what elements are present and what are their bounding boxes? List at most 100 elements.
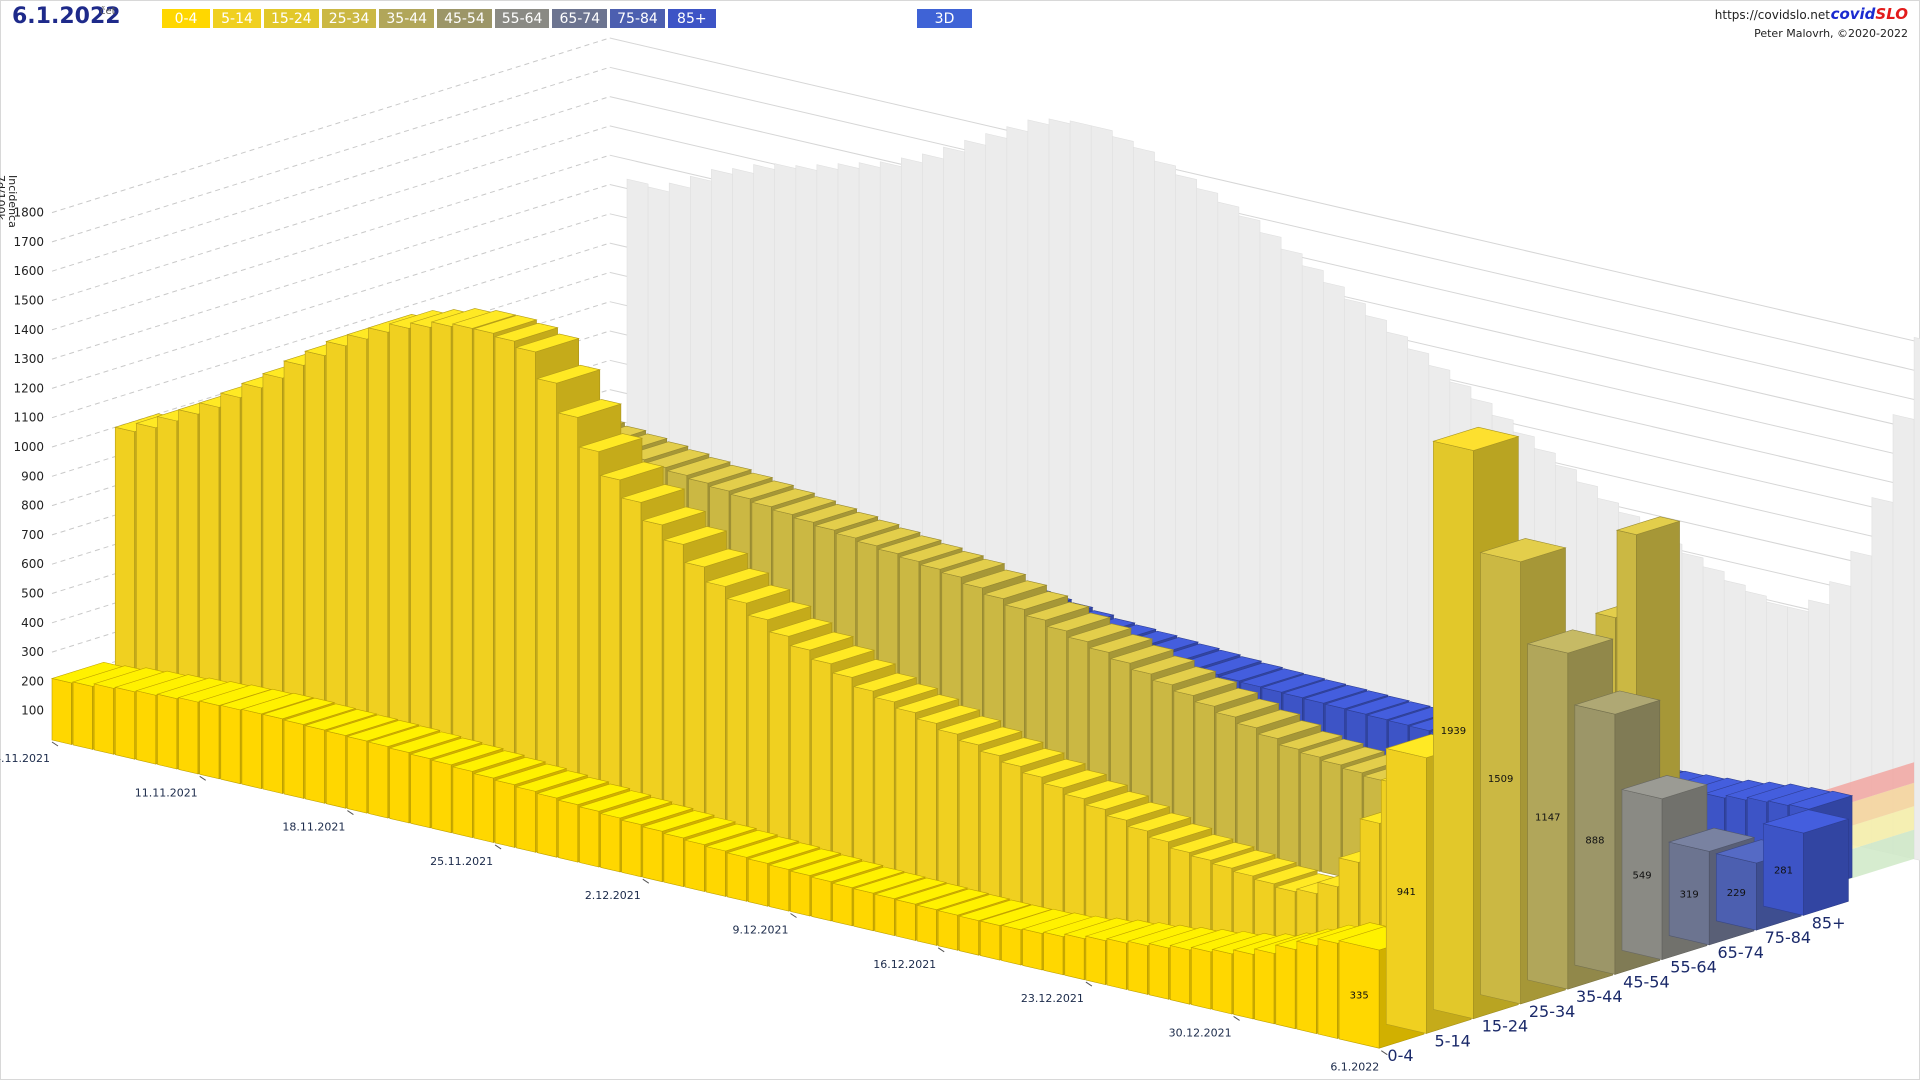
bar-top xyxy=(683,823,758,845)
bar-top xyxy=(1366,701,1432,720)
legend-item-35-44[interactable]: 35-44 xyxy=(379,9,435,28)
bar-top xyxy=(325,714,399,736)
bar-top xyxy=(1109,644,1175,664)
bar-front xyxy=(1043,931,1064,976)
legend-item-25-34[interactable]: 25-34 xyxy=(321,9,377,28)
latest-values-row: 335 0-4 941 5-14 1939 15-24 1509 25-34 1147 35-44… xyxy=(1337,426,1850,1065)
age-axis-label: 25-34 xyxy=(1529,1002,1576,1021)
series-0-4 xyxy=(50,661,1391,1039)
x-tick xyxy=(51,741,59,747)
background-bar xyxy=(1133,146,1155,683)
bar-top xyxy=(919,550,985,570)
bar-top xyxy=(1063,780,1129,800)
report-day: čet xyxy=(100,6,116,17)
bar-top xyxy=(747,601,812,621)
age-axis-label: 55-64 xyxy=(1670,958,1717,977)
bar-top xyxy=(1432,426,1520,451)
background-bar xyxy=(1913,336,1920,861)
legend-item-55-64[interactable]: 55-64 xyxy=(494,9,550,28)
legend-item-75-84[interactable]: 75-84 xyxy=(610,9,665,28)
bar-top xyxy=(789,854,863,876)
bar-top xyxy=(1239,668,1305,688)
bar-top xyxy=(304,709,378,731)
bar-top xyxy=(768,848,842,870)
legend-item-85+[interactable]: 85+ xyxy=(667,9,716,28)
bar-front xyxy=(853,888,874,932)
bar-front xyxy=(1236,722,1257,858)
bar-top xyxy=(282,703,357,725)
legend-item-0-4[interactable]: 0-4 xyxy=(162,9,210,28)
bar-top xyxy=(1615,516,1681,536)
x-tick xyxy=(1381,1050,1388,1056)
bar-top xyxy=(915,888,990,910)
bar-top xyxy=(873,877,948,900)
bar-front xyxy=(1191,947,1212,1010)
bar-top xyxy=(1172,677,1238,696)
bar-front xyxy=(304,725,325,804)
background-bar xyxy=(1323,281,1345,727)
bar-front xyxy=(1233,949,1254,1020)
bar-front xyxy=(515,786,536,853)
bar-front xyxy=(347,736,368,814)
legend-item-5-14[interactable]: 5-14 xyxy=(213,9,261,28)
age-group-legend: 0-4 5-14 15-24 25-34 35-44 45-54 55-64 65-74 75-… xyxy=(162,9,716,28)
bar-top xyxy=(1126,812,1192,832)
bar-front xyxy=(473,773,494,843)
bar-top xyxy=(1281,679,1347,699)
x-tick xyxy=(937,947,945,953)
bar-front xyxy=(241,709,262,789)
bar-top xyxy=(641,810,716,832)
bar-top xyxy=(1257,720,1322,739)
bar-front xyxy=(600,813,621,873)
bar-front xyxy=(663,833,684,887)
x-tick-label: 16.12.2021 xyxy=(873,958,936,971)
bar-top xyxy=(810,645,876,665)
age-axis-label: 85+ xyxy=(1812,913,1846,932)
bar-front xyxy=(980,920,1001,961)
bar-top xyxy=(831,866,906,889)
age-axis-label: 0-4 xyxy=(1387,1046,1413,1065)
y-grid-line xyxy=(51,154,610,331)
y-tick-label: 500 xyxy=(21,587,44,601)
bar-front xyxy=(325,730,347,809)
y-tick-label: 1200 xyxy=(13,381,44,395)
bar-top xyxy=(750,488,816,507)
background-bar xyxy=(1386,331,1408,742)
bar-top xyxy=(704,568,770,587)
bar-top xyxy=(599,461,665,481)
background-bar xyxy=(1090,125,1113,674)
bar-top xyxy=(982,580,1048,599)
bar-front xyxy=(220,704,241,785)
y-grid-line xyxy=(51,66,610,243)
bar-top xyxy=(835,519,900,539)
back-grid-line xyxy=(609,96,1920,402)
site-url-link[interactable]: https://covidslo.net xyxy=(1714,8,1830,22)
bar-front xyxy=(1064,933,1085,981)
latest-value-label: 335 xyxy=(1350,990,1369,1001)
bar-top xyxy=(367,725,441,747)
legend-item-45-54[interactable]: 45-54 xyxy=(437,9,492,28)
x-tick-label: 30.12.2021 xyxy=(1169,1026,1232,1039)
age-axis-label: 75-84 xyxy=(1765,928,1812,947)
background-bar xyxy=(1069,120,1092,669)
latest-value-label: 229 xyxy=(1727,888,1746,899)
y-tick-label: 600 xyxy=(21,557,44,571)
bar-top xyxy=(1762,809,1850,834)
brand-logo[interactable]: covidSLO xyxy=(1831,5,1908,23)
bar-top xyxy=(1003,591,1069,610)
background-bar xyxy=(1238,215,1261,708)
bar-top xyxy=(557,783,631,805)
bar-top xyxy=(1046,612,1111,632)
bar-top xyxy=(852,672,918,692)
background-bar xyxy=(1196,187,1219,698)
legend-item-65-74[interactable]: 65-74 xyxy=(552,9,608,28)
view-3d-button[interactable]: 3D xyxy=(917,9,972,28)
bar-top xyxy=(599,796,673,819)
bar-front xyxy=(368,741,389,819)
bar-top xyxy=(979,904,1053,926)
bar-top xyxy=(747,842,821,864)
bar-top xyxy=(1299,738,1365,758)
bar-top xyxy=(937,715,1002,735)
legend-item-15-24[interactable]: 15-24 xyxy=(264,9,319,28)
bar-front xyxy=(1215,712,1236,853)
